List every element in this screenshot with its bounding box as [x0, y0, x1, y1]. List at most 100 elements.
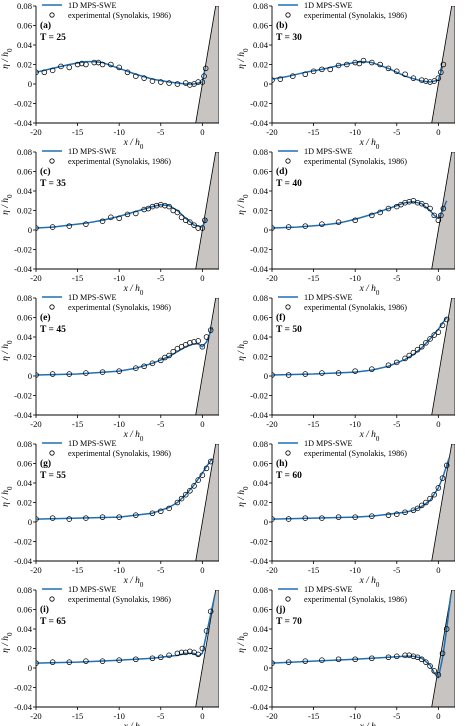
y-tick-label: 0 — [28, 663, 32, 673]
experimental-point — [344, 61, 350, 68]
beach-slope — [431, 298, 455, 415]
experimental-point — [385, 65, 392, 72]
panel-c: -0.04 -0.02 0 0.02 0.04 0.06 0.08 -20 -15 -10 -5 0 x… — [1, 147, 219, 297]
experimental-point — [335, 656, 342, 663]
y-tick-label: -0.02 — [250, 537, 268, 547]
x-tick-label: -5 — [393, 711, 400, 721]
y-tick-label: 0.06 — [17, 167, 33, 177]
y-tick-label: -0.02 — [14, 537, 32, 547]
plot-data — [36, 201, 208, 231]
experimental-point — [49, 224, 56, 230]
experimental-point — [414, 505, 421, 512]
y-tick-label: 0.06 — [17, 459, 33, 469]
experimental-point — [166, 203, 172, 210]
series-line-mps-swe — [272, 60, 444, 83]
experimental-point — [414, 346, 421, 353]
plot-data — [272, 594, 452, 679]
y-tick-label: 0.08 — [253, 293, 268, 303]
y-tick-label: -0.02 — [14, 245, 32, 255]
experimental-point — [285, 372, 292, 378]
experimental-point — [99, 658, 106, 664]
experimental-point — [166, 652, 172, 659]
y-axis-label: η / h0 — [1, 486, 14, 507]
y-tick-label: -0.02 — [250, 99, 268, 109]
experimental-point — [199, 472, 206, 478]
experimental-point — [207, 458, 214, 465]
experimental-point — [199, 343, 206, 350]
y-tick-label: 0.04 — [17, 332, 33, 342]
experimental-point — [435, 75, 442, 81]
experimental-point — [141, 206, 147, 213]
y-tick-label: 0.08 — [253, 1, 268, 11]
legend-label-model: 1D MPS-SWE — [304, 585, 352, 594]
experimental-point — [443, 626, 450, 632]
experimental-point — [187, 219, 193, 225]
experimental-point — [178, 649, 185, 656]
legend-label-experimental: experimental (Synolakis, 1986) — [304, 595, 407, 604]
experimental-point — [431, 212, 437, 219]
beach-slope — [195, 444, 219, 561]
experimental-point — [149, 510, 156, 517]
x-tick-label: 0 — [200, 711, 204, 721]
x-tick-label: -5 — [157, 127, 164, 137]
experimental-point — [149, 655, 156, 662]
series-line-mps-swe — [272, 594, 452, 679]
experimental-point — [418, 656, 425, 663]
experimental-point — [116, 215, 122, 222]
experimental-point — [124, 211, 131, 218]
x-tick-label: -10 — [113, 273, 124, 283]
experimental-point — [141, 363, 147, 370]
y-tick-label: -0.04 — [14, 264, 33, 274]
x-tick-label: -15 — [72, 711, 83, 721]
experimental-point — [202, 217, 208, 224]
experimental-point — [195, 338, 201, 344]
experimental-point — [385, 512, 392, 518]
series-line-mps-swe — [36, 458, 213, 520]
experimental-point — [49, 371, 56, 377]
series-line-mps-swe — [36, 203, 208, 229]
experimental-point — [187, 648, 193, 655]
experimental-point — [418, 343, 425, 350]
experimental-point — [174, 499, 181, 506]
time-label: T = 35 — [40, 179, 66, 189]
experimental-point — [195, 651, 201, 658]
experimental-point — [187, 82, 193, 88]
experimental-point — [36, 372, 39, 378]
experimental-point — [402, 509, 408, 516]
experimental-point — [369, 513, 375, 519]
y-tick-label: 0 — [28, 79, 32, 89]
x-tick-label: -5 — [393, 565, 400, 575]
experimental-point — [385, 362, 392, 369]
x-tick-label: -20 — [266, 565, 277, 575]
series-line-mps-swe — [36, 594, 216, 664]
x-tick-label: -5 — [157, 273, 164, 283]
beach-slope — [195, 590, 219, 707]
x-tick-label: -10 — [349, 711, 360, 721]
experimental-point — [133, 210, 139, 217]
y-axis-label: η / h0 — [237, 194, 250, 215]
experimental-point — [443, 316, 450, 323]
experimental-point — [195, 477, 201, 483]
experimental-point — [302, 71, 309, 78]
series-line-mps-swe — [272, 317, 448, 376]
experimental-point — [414, 199, 421, 206]
y-tick-label: 0 — [264, 663, 268, 673]
x-tick-label: -15 — [72, 419, 83, 429]
y-tick-label: 0.08 — [253, 147, 268, 157]
panel-label: (g) — [40, 458, 51, 469]
y-tick-label: 0.02 — [253, 498, 268, 508]
experimental-point — [157, 654, 164, 661]
x-tick-label: 0 — [436, 419, 440, 429]
panel-a: -0.04 -0.02 0 0.02 0.04 0.06 0.08 -20 -15 -10 -5 0 x… — [1, 1, 219, 151]
x-tick-label: -10 — [349, 565, 360, 575]
experimental-point — [99, 218, 106, 224]
x-axis-label: x / h0 — [123, 284, 144, 297]
x-tick-label: 0 — [200, 127, 204, 137]
x-tick-label: -20 — [266, 419, 277, 429]
experimental-point — [427, 205, 433, 212]
legend-circle-swatch — [285, 158, 291, 164]
panel-f: -0.04 -0.02 0 0.02 0.04 0.06 0.08 -20 -15 -10 -5 0 x… — [237, 293, 455, 443]
x-tick-label: 0 — [436, 565, 440, 575]
x-tick-label: -15 — [308, 419, 319, 429]
x-tick-label: -15 — [308, 565, 319, 575]
